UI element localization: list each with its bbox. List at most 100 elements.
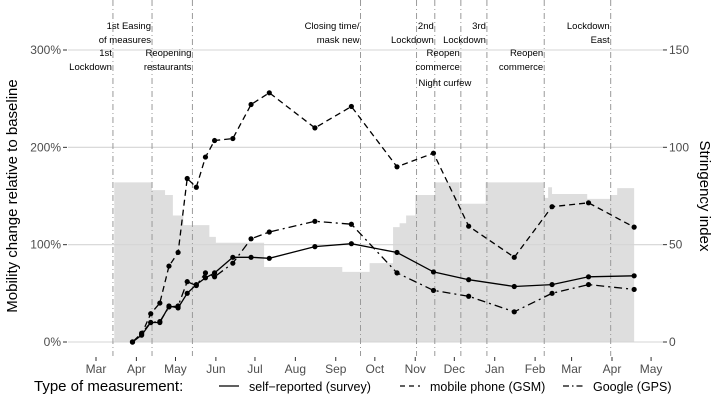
series-line-1: [132, 92, 635, 343]
data-point: [148, 311, 154, 317]
data-point: [348, 241, 354, 247]
event-annotation: 1st Easing: [107, 21, 151, 32]
x-tick-label: Nov: [405, 362, 426, 376]
data-point: [348, 103, 354, 110]
gridlines: [68, 49, 663, 343]
data-point: [466, 277, 472, 283]
axes: 0% 100% 200% 300% 0 50 100 150 Mar Apr May Jun Jul Au…: [30, 43, 689, 376]
legend-label: mobile phone (GSM): [430, 380, 545, 394]
data-point: [184, 175, 190, 182]
y-tick-label: 100%: [30, 238, 61, 252]
data-point: [157, 300, 163, 306]
data-point: [394, 270, 400, 276]
y2-tick-label: 0: [669, 335, 676, 349]
data-point: [230, 254, 236, 260]
data-point: [193, 184, 199, 190]
data-point: [148, 319, 154, 326]
data-point: [248, 236, 254, 242]
data-point: [211, 274, 218, 280]
x-tick-label: Jul: [247, 362, 262, 376]
data-point: [549, 204, 555, 210]
data-point: [202, 270, 209, 276]
event-annotation: Lockdown: [391, 35, 434, 46]
y2-tick-label: 150: [669, 43, 689, 57]
event-annotation: 2nd: [418, 21, 434, 32]
data-point: [585, 200, 592, 206]
data-point: [430, 150, 437, 156]
data-point: [129, 339, 136, 345]
data-point: [166, 263, 172, 269]
x-tick-label: Jun: [206, 362, 225, 376]
series-line-0: [132, 243, 635, 343]
y-tick-label: 300%: [30, 43, 61, 57]
x-tick-label: May: [640, 362, 663, 376]
data-point: [394, 164, 400, 170]
x-tick-label: Dec: [444, 362, 465, 376]
x-tick-label: Aug: [285, 362, 306, 376]
data-point: [585, 274, 592, 280]
data-point: [511, 283, 517, 290]
y-axis-title: Mobility change relative to baseline: [4, 79, 21, 312]
data-point: [631, 224, 637, 230]
event-annotation: Reopening: [145, 48, 191, 59]
x-tick-label: Mar: [561, 362, 582, 376]
event-lines: [112, 0, 612, 356]
legend: Type of measurement: self−reported (surv…: [34, 378, 672, 395]
x-tick-label: Sep: [325, 362, 347, 376]
legend-title: Type of measurement:: [34, 378, 183, 395]
data-point: [175, 249, 181, 256]
event-annotation: 1st: [99, 48, 112, 59]
data-point: [157, 318, 163, 325]
data-point: [266, 229, 272, 235]
data-point: [184, 290, 190, 296]
data-point: [166, 304, 172, 310]
event-annotation: commerce: [415, 62, 459, 73]
event-annotation: Lockdown: [443, 35, 486, 46]
data-point: [175, 303, 181, 309]
data-point: [549, 290, 555, 296]
x-tick-label: Apr: [603, 362, 622, 376]
data-point: [266, 90, 272, 96]
y2-axis-title: Stringency index: [696, 141, 713, 252]
data-point: [430, 287, 437, 294]
data-point: [211, 137, 218, 144]
data-point: [248, 254, 254, 260]
event-annotation: Reopen: [427, 48, 460, 59]
event-annotation: Reopen: [510, 48, 543, 59]
data-point: [511, 309, 517, 315]
x-tick-label: Mar: [86, 362, 107, 376]
event-annotation: restaurants: [144, 62, 192, 73]
data-point: [631, 273, 637, 279]
legend-label: self−reported (survey): [249, 380, 371, 394]
data-point: [394, 249, 400, 256]
x-tick-label: Apr: [127, 362, 146, 376]
data-point: [466, 223, 472, 229]
event-annotation: Closing time/: [305, 21, 360, 32]
event-annotation: commerce: [499, 62, 543, 73]
data-point: [184, 279, 190, 285]
data-point: [266, 255, 272, 261]
stringency-area-layer: [114, 182, 635, 342]
x-tick-label: Jan: [485, 362, 504, 376]
data-point: [466, 293, 472, 299]
stringency-area: [114, 182, 635, 342]
legend-label: Google (GPS): [593, 380, 672, 394]
x-tick-label: May: [164, 362, 187, 376]
data-point: [202, 275, 209, 281]
event-annotation: of measures: [99, 35, 152, 46]
data-point: [248, 101, 254, 108]
data-point: [230, 260, 236, 266]
data-point: [312, 125, 318, 131]
y2-tick-label: 100: [669, 140, 689, 154]
event-annotation: 3rd: [472, 21, 486, 32]
data-point: [631, 286, 637, 293]
event-annotation: Lockdown: [69, 62, 112, 73]
event-annotation: East: [591, 35, 610, 46]
data-point: [312, 244, 318, 250]
y-tick-label: 200%: [30, 140, 61, 154]
data-point: [230, 135, 236, 142]
event-annotation: Night curfew: [419, 78, 472, 89]
annotations: 1st Lockdown 1st Easing of measures Reopenin…: [69, 21, 610, 89]
data-point: [202, 154, 209, 160]
